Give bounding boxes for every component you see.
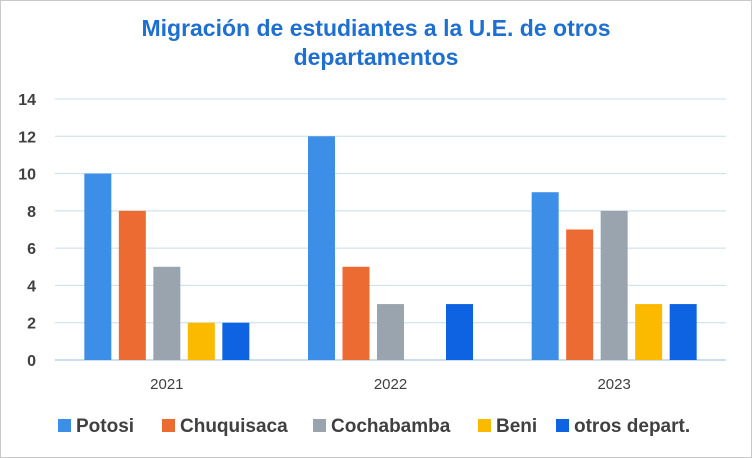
bars (84, 136, 697, 360)
x-tick-label: 2023 (597, 376, 630, 393)
y-tick-label: 2 (27, 316, 36, 333)
bar (635, 304, 663, 360)
legend: Potosi Chuquisaca Cochabamba Beni otros depa… (58, 416, 690, 437)
y-axis: 0 2 4 6 8 10 12 14 (18, 92, 36, 370)
bar (222, 322, 250, 360)
bar (118, 210, 146, 360)
x-axis: 2021 2022 2023 (150, 376, 631, 393)
legend-label: Potosi (76, 416, 134, 437)
bar (446, 304, 473, 360)
legend-swatch (478, 419, 491, 432)
legend-swatch (556, 419, 569, 432)
bar (308, 136, 335, 360)
legend-label: otros depart. (574, 416, 690, 437)
y-tick-label: 4 (27, 278, 36, 295)
x-tick-label: 2022 (374, 376, 407, 393)
y-tick-label: 12 (18, 129, 36, 146)
bar (566, 229, 594, 360)
chart-title: Migración de estudiantes a la U.E. de ot… (0, 14, 752, 72)
y-tick-label: 14 (18, 92, 36, 109)
bar (377, 304, 404, 360)
y-tick-label: 8 (27, 204, 36, 221)
chart-title-line-1: Migración de estudiantes a la U.E. de ot… (141, 15, 611, 41)
legend-swatch (313, 419, 326, 432)
legend-label: Cochabamba (331, 416, 451, 437)
bar (600, 210, 628, 360)
chart-title-line-2: departamentos (293, 44, 459, 70)
bar (153, 266, 181, 360)
x-tick-label: 2021 (150, 376, 183, 393)
bar (187, 322, 215, 360)
legend-label: Beni (496, 416, 537, 437)
bar (342, 266, 370, 360)
y-tick-label: 6 (27, 241, 36, 258)
y-tick-label: 10 (18, 167, 36, 184)
bar (531, 192, 559, 360)
y-tick-label: 0 (27, 353, 36, 370)
bar (669, 304, 697, 360)
legend-label: Chuquisaca (180, 416, 288, 437)
bar (84, 173, 112, 360)
legend-swatch (58, 419, 71, 432)
legend-swatch (162, 419, 175, 432)
